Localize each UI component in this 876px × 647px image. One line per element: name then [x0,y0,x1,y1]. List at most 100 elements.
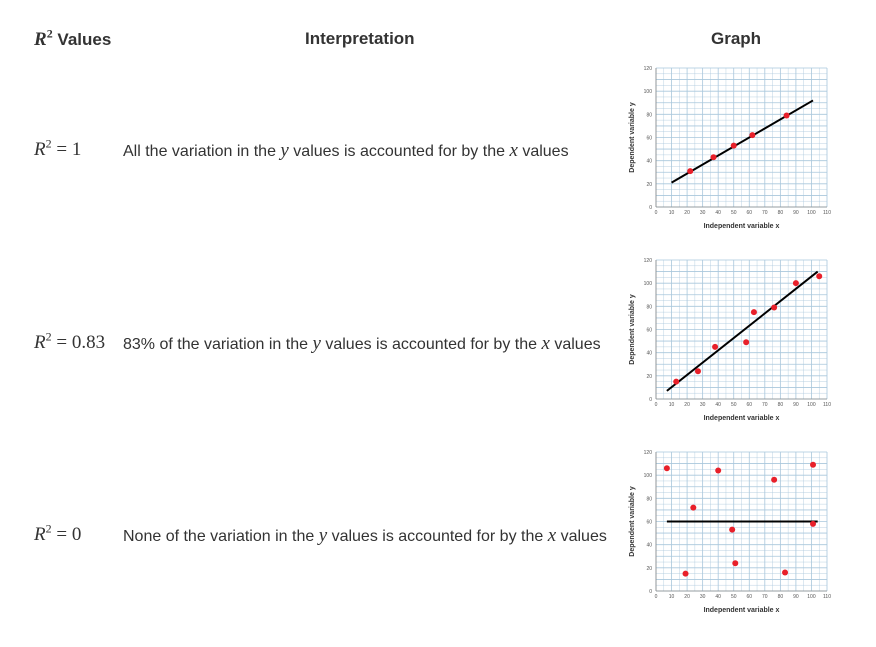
x-tick-label: 100 [807,210,816,216]
data-point [782,569,789,576]
y-tick-label: 0 [649,589,652,595]
y-tick-label: 100 [644,89,653,95]
trend-line [666,270,819,392]
y-tick-label: 60 [646,520,652,526]
y-tick-label: 100 [644,473,653,479]
values-header-label: Values [57,30,112,49]
values-column-header: R2 Values [34,26,112,51]
y-tick-label: 0 [649,397,652,403]
y-tick-label: 80 [646,496,652,502]
x-axis-label: Independent variable x [704,223,780,230]
y-axis-label: Dependent variable y [629,294,636,365]
x-tick-label: 10 [669,402,675,408]
x-tick-label: 10 [669,594,675,600]
r-squared-value: R2 = 0 [34,521,82,545]
data-point [810,461,817,468]
trend-line [671,99,814,184]
data-point [749,132,756,139]
data-point [816,273,823,280]
data-point [732,560,739,567]
x-tick-label: 70 [762,210,768,216]
scatter-chart: 0 10 20 30 40 50 60 70 80 90 100 110 0 20 40 60 80 100 120… [624,444,844,622]
data-point [750,309,757,316]
y-axis-label: Dependent variable y [629,102,636,173]
scatter-chart: 0 10 20 30 40 50 60 70 80 90 100 110 0 20 40 60 80 100 120… [624,60,844,238]
y-tick-label: 120 [644,258,653,264]
data-point [712,343,719,350]
data-point [771,476,778,483]
x-axis-label: Independent variable x [704,415,780,422]
y-tick-label: 40 [646,159,652,165]
data-point [687,168,694,175]
data-point [730,142,737,149]
data-point [694,368,701,375]
r-squared-value: R2 = 0.83 [34,329,106,353]
x-tick-label: 110 [823,402,831,408]
scatter-chart: 0 10 20 30 40 50 60 70 80 90 100 110 0 20 40 60 80 100 120… [624,252,844,430]
data-point [673,378,680,385]
x-tick-label: 50 [731,210,737,216]
y-tick-label: 100 [644,281,653,287]
x-tick-label: 40 [715,594,721,600]
x-tick-label: 90 [793,210,799,216]
y-tick-label: 80 [646,112,652,118]
x-tick-label: 110 [823,594,831,600]
x-tick-label: 20 [684,210,690,216]
x-tick-label: 30 [700,402,706,408]
interpretation-column-header: Interpretation [305,29,415,48]
data-point [715,467,722,474]
y-tick-label: 60 [646,136,652,142]
graph-column-header: Graph [711,29,762,48]
x-tick-label: 0 [655,210,658,216]
x-tick-label: 60 [746,210,752,216]
data-point [771,304,778,311]
y-tick-label: 0 [649,205,652,211]
x-tick-label: 90 [793,594,799,600]
x-tick-label: 100 [807,594,816,600]
y-tick-label: 80 [646,304,652,310]
x-tick-label: 10 [669,210,675,216]
chart-svg: 0 10 20 30 40 50 60 70 80 90 100 110 0 20 40 60 80 100 120… [629,66,831,230]
x-tick-label: 80 [778,402,784,408]
data-point [663,465,670,472]
y-tick-label: 20 [646,182,652,188]
x-tick-label: 60 [746,402,752,408]
x-tick-label: 80 [778,594,784,600]
y-tick-label: 60 [646,328,652,334]
y-tick-label: 40 [646,543,652,549]
chart-grid [655,67,828,208]
interpretation-text: 83% of the variation in the y values is … [123,333,601,354]
y-tick-label: 40 [646,351,652,357]
x-tick-label: 90 [793,402,799,408]
x-tick-label: 0 [655,402,658,408]
x-tick-label: 40 [715,210,721,216]
x-tick-label: 0 [655,594,658,600]
data-point [690,504,697,511]
x-tick-label: 20 [684,402,690,408]
x-tick-label: 50 [731,402,737,408]
y-axis-label: Dependent variable y [629,486,636,557]
x-axis-label: Independent variable x [704,607,780,614]
data-point [682,570,689,577]
x-tick-label: 110 [823,210,831,216]
data-point [743,339,750,346]
chart-svg: 0 10 20 30 40 50 60 70 80 90 100 110 0 20 40 60 80 100 120… [629,450,831,614]
data-point [729,526,736,533]
interpretation-text: All the variation in the y values is acc… [123,140,569,161]
x-tick-label: 30 [700,594,706,600]
data-point [783,112,790,119]
y-tick-label: 20 [646,374,652,380]
r-squared-symbol: R2 [34,26,53,50]
data-point [810,520,817,527]
x-tick-label: 100 [807,402,816,408]
chart-svg: 0 10 20 30 40 50 60 70 80 90 100 110 0 20 40 60 80 100 120… [629,258,831,422]
x-tick-label: 30 [700,210,706,216]
y-tick-label: 120 [644,66,653,72]
y-tick-label: 20 [646,566,652,572]
data-point [710,154,717,161]
data-point [792,280,799,287]
x-tick-label: 40 [715,402,721,408]
x-tick-label: 70 [762,594,768,600]
x-tick-label: 50 [731,594,737,600]
interpretation-text: None of the variation in the y values is… [123,525,607,546]
